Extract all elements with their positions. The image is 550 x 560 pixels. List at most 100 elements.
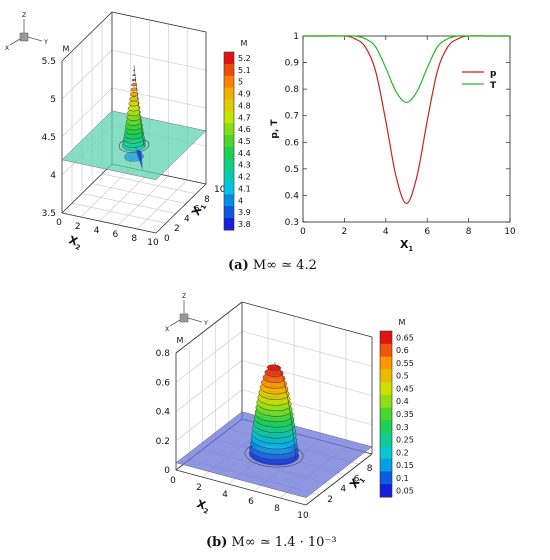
surface-band [267,362,281,371]
panel-b-surface-plot: 00.20.40.60.8M0246810X2246810X1ZYX [156,293,392,521]
triad-label-z: Z [182,293,186,300]
colorbar-swatch [380,356,392,370]
legend-label-T: T [490,81,497,91]
x-tick-label: 0 [300,227,306,237]
colorbar-tick-label: 0.65 [396,333,414,342]
triad-cube [19,32,29,42]
colorbar-tick-label: 5.1 [238,66,251,75]
colorbar-tick-label: 0.55 [396,359,414,368]
triad-label-z: Z [22,12,26,19]
colorbar-swatch [380,420,392,434]
x1-tick-label: 2 [174,224,180,234]
colorbar-tick-label: 4 [238,196,243,205]
floor-gridline [71,202,167,224]
colorbar-tick-label: 0.6 [396,346,409,355]
x1-axis-label: X1 [347,472,367,492]
z-tick-label: 3.5 [42,209,56,219]
colorbar-swatch [224,146,234,160]
triad-label-x: X [5,45,9,52]
box-edge [61,163,113,214]
triad-axis-x [169,319,181,327]
box-edge [175,301,243,354]
y-tick-label: 0.9 [285,59,300,69]
box-edge [111,11,207,33]
z-tick-label: 5 [50,95,56,105]
x2-tick-label: 2 [196,483,202,493]
z-axis-label: M [63,44,70,53]
floor-gridline [81,193,177,214]
x1-tick-label: 6 [354,474,360,484]
x2-tick-label: 4 [94,226,100,236]
side-wall-gridline [61,49,113,100]
x2-tick-label: 8 [131,234,137,244]
x2-tick-label: 0 [56,218,62,228]
colorbar-swatch [380,382,392,396]
floor-gridline [136,179,188,230]
panel-b-colorbar: M 0.65 0.6 0.55 0.5 0.45 0.4 0.35 0.3 0.25 0.2 0.15… [379,318,414,498]
box-edge [61,212,157,234]
colorbar-tick-label: 4.1 [238,184,251,193]
colorbar-swatch [380,369,392,383]
colorbar-swatch [380,407,392,421]
box-edge [241,301,373,338]
x1-tick-label: 8 [367,464,373,474]
z-tick-label: 0.8 [156,349,171,359]
series-line-p [303,35,510,205]
colorbar-tick-label: 0.35 [396,410,414,419]
caption-b-text: M∞ ≃ 1.4 · 10⁻³ [231,535,337,550]
z-tick-label: 0.6 [156,378,171,388]
side-wall-gridline [175,389,243,441]
colorbar-title: M [399,318,406,327]
colorbar-swatch [224,135,234,148]
colorbar-tick-label: 0.45 [396,384,414,393]
back-wall-gridline [111,87,207,109]
caption-b-tag: (b) [206,535,228,550]
back-wall-gridline [241,330,373,367]
x1-tick-label: 4 [340,485,346,495]
x1-tick-label: 2 [327,495,333,505]
colorbar-swatch [224,75,234,89]
x2-tick-label: 6 [113,230,119,240]
triad-axis-y [187,317,203,323]
colorbar-swatch [380,458,392,472]
back-wall-gridline [241,360,373,396]
triad-label-y: Y [43,39,48,46]
panel-a-colorbar: M 5.2 5.1 5 4.9 4.8 4.7 4.6 4.5 4.4 4.3 4.2 4.1 4 3.9 3… [223,39,251,231]
colorbar-tick-label: 5 [238,78,243,87]
y-tick-label: 0.8 [285,85,300,95]
colorbar-swatch [380,343,392,358]
x1-tick-label: 4 [184,214,190,224]
colorbar-tick-label: 0.1 [396,474,409,483]
box-edge [175,469,307,506]
colorbar-swatch [224,206,234,219]
colorbar-tick-label: 3.8 [238,220,251,229]
x2-axis-label: X2 [66,233,84,252]
triad-axis-x [9,38,21,46]
colorbar-tick-label: 0.25 [396,436,414,445]
colorbar-tick-label: 0.15 [396,461,414,470]
x2-tick-label: 8 [274,504,280,514]
x-axis-label: X1 [400,238,413,253]
colorbar-tick-label: 5.2 [238,54,251,63]
colorbar-swatch [224,170,234,184]
caption-a-text: M∞ ≃ 4.2 [252,258,317,273]
z-tick-label: 5.5 [42,57,56,67]
colorbar-tick-label: 4.5 [238,137,251,146]
floor-gridline [101,173,197,195]
box-edge [61,11,113,62]
surface-band [132,65,136,71]
z-tick-label: 4 [50,171,56,181]
colorbar-tick-label: 4.7 [238,113,251,122]
floor-gridline [99,171,150,222]
x2-tick-label: 6 [248,497,254,507]
floor-gridline [80,167,132,218]
legend-label-p: p [490,69,497,79]
x2-tick-label: 0 [170,476,176,486]
side-wall-gridline [175,331,243,383]
z-tick-label: 0 [164,466,170,476]
side-wall-gridline [61,87,113,138]
surface-trough-spike [134,145,143,171]
axes-triad: Z Y X [165,293,208,333]
x-tick-label: 2 [342,227,348,237]
